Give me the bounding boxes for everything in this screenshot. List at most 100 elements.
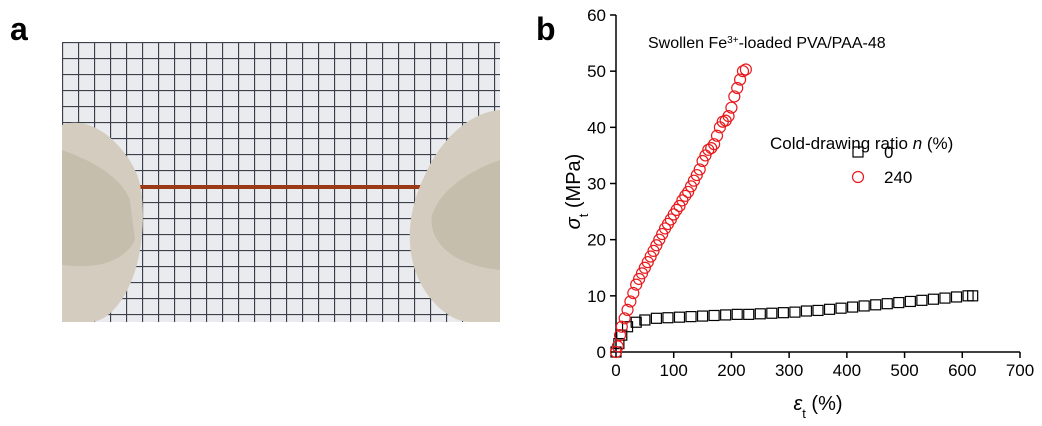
x-axis-label-part: ε: [793, 393, 803, 415]
data-point: [739, 63, 752, 76]
y-tick-label: 10: [587, 287, 606, 306]
y-tick-label: 0: [597, 343, 606, 362]
legend-marker: [852, 146, 864, 158]
legend-title-part: n: [913, 134, 922, 153]
data-point: [627, 286, 640, 300]
data-point: [904, 295, 916, 308]
data-point: [927, 293, 940, 305]
data-point: [731, 308, 743, 320]
data-point: [647, 244, 660, 257]
data-point: [630, 316, 642, 328]
data-point: [893, 296, 905, 309]
data-point: [881, 298, 893, 310]
x-tick-label: 700: [1006, 361, 1034, 380]
data-point: [650, 239, 663, 252]
data-point: [673, 199, 686, 213]
y-tick-label: 40: [587, 118, 606, 137]
data-point: [754, 308, 766, 320]
data-point: [662, 312, 674, 324]
data-point: [733, 73, 747, 86]
data-point: [690, 168, 703, 182]
data-point: [766, 307, 778, 319]
x-tick-label: 0: [611, 361, 620, 380]
data-point: [609, 345, 623, 359]
data-point: [939, 292, 951, 304]
chart-title-part: -loaded PVA/PAA-48: [739, 35, 886, 52]
data-point: [812, 304, 824, 317]
data-point: [641, 256, 654, 269]
panel-label: a: [10, 11, 28, 47]
legend-title-part: (%): [922, 134, 953, 153]
x-tick-label: 500: [890, 361, 918, 380]
panel-label: b: [536, 11, 556, 47]
chart: 0 100 200 300 400 500 600 700 0 10 20 30 40 50 60 Swoll…: [563, 6, 1034, 421]
data-point: [950, 291, 963, 303]
y-tick-label: 50: [587, 62, 606, 81]
data-point: [967, 290, 979, 302]
data-point: [682, 185, 695, 199]
legend-marker: [851, 170, 865, 184]
data-point: [685, 311, 697, 323]
data-point: [693, 163, 706, 176]
data-point: [630, 278, 643, 291]
data-point: [728, 90, 741, 103]
data-point: [673, 311, 686, 323]
photo: [62, 42, 500, 322]
x-tick-label: 600: [948, 361, 976, 380]
data-point: [650, 312, 663, 324]
data-point: [708, 309, 720, 322]
data-point: [725, 101, 738, 114]
data-point: [847, 301, 859, 313]
data-point: [858, 300, 870, 312]
data-point: [736, 65, 750, 78]
legend-label: 0: [884, 143, 893, 162]
data-point: [624, 295, 637, 308]
x-tick-label: 200: [717, 361, 745, 380]
data-point: [644, 250, 657, 263]
data-point: [777, 307, 789, 319]
data-point: [731, 81, 744, 95]
x-tick-label: 400: [833, 361, 861, 380]
data-point: [789, 306, 801, 318]
data-point: [743, 308, 755, 320]
data-point: [835, 302, 847, 314]
data-point: [613, 329, 627, 342]
data-point: [632, 272, 646, 286]
data-point: [615, 320, 628, 333]
legend-title-part: Cold-drawing ratio: [770, 134, 913, 153]
y-tick-label: 60: [587, 6, 606, 25]
data-point: [635, 267, 649, 280]
y-tick-label: 20: [587, 231, 606, 250]
data-point: [800, 305, 813, 317]
y-axis-label-part: σ: [563, 216, 585, 229]
data-point: [722, 109, 735, 123]
x-tick-label: 300: [775, 361, 803, 380]
y-axis-label-part: t: [576, 213, 591, 217]
data-point: [638, 261, 651, 274]
data-point: [613, 337, 625, 350]
x-axis-label: εt (%): [793, 393, 842, 421]
data-point: [696, 310, 709, 322]
data-point: [708, 138, 721, 151]
legend-label: 240: [884, 168, 912, 187]
chart-title: Swollen Fe3+-loaded PVA/PAA-48: [648, 35, 886, 53]
y-axis-label: σt (MPa): [563, 154, 591, 230]
y-tick-label: 30: [587, 175, 606, 194]
data-point: [684, 180, 698, 193]
data-point: [653, 233, 666, 246]
data-point: [639, 314, 651, 326]
data-point: [621, 303, 634, 316]
data-point: [705, 142, 718, 155]
data-point: [696, 154, 709, 168]
data-point: [720, 309, 732, 321]
chart-title-part: Swollen Fe: [648, 35, 727, 52]
chart-title-part: 3+: [727, 35, 739, 46]
data-point: [618, 312, 631, 325]
legend-title: Cold-drawing ratio n (%): [770, 134, 953, 153]
data-point: [823, 303, 836, 315]
x-tick-label: 100: [660, 361, 688, 380]
data-point: [679, 189, 692, 202]
data-point: [870, 299, 882, 311]
data-point: [611, 340, 624, 353]
